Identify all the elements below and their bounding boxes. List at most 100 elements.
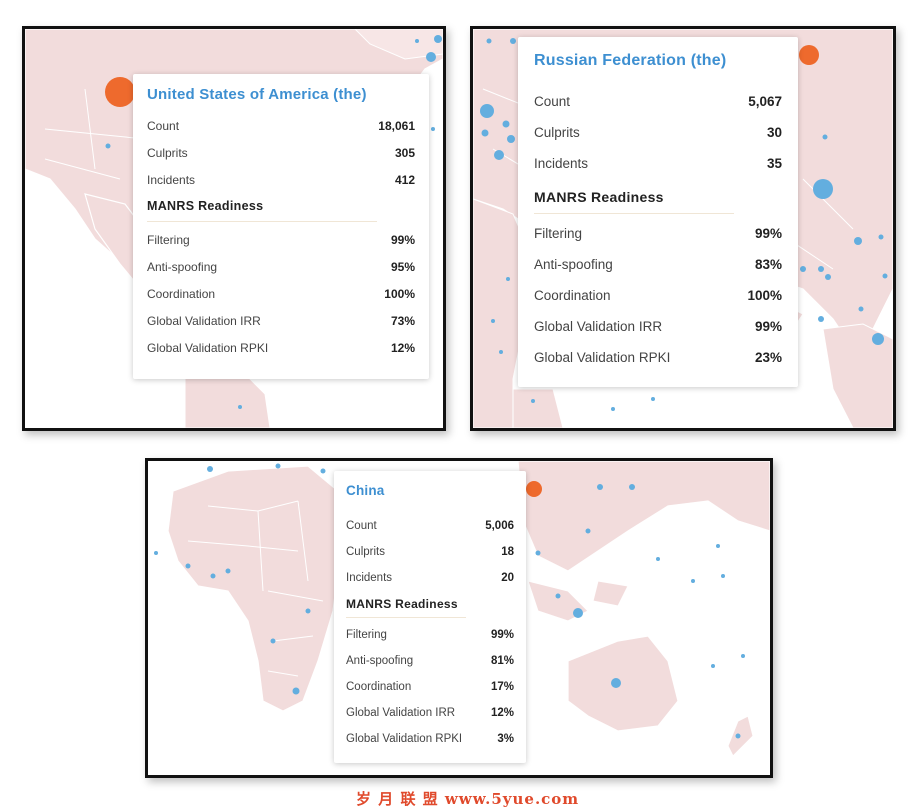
marker-point[interactable] <box>721 574 725 578</box>
marker-point[interactable] <box>531 399 535 403</box>
marker-point[interactable] <box>611 407 615 411</box>
marker-point[interactable] <box>210 573 216 579</box>
marker-point[interactable] <box>735 733 741 739</box>
marker-point[interactable] <box>320 468 326 474</box>
marker-point[interactable] <box>238 405 242 409</box>
readiness-label: Global Validation RPKI <box>147 340 269 355</box>
marker-point[interactable] <box>656 557 660 561</box>
marker-point[interactable] <box>858 306 864 312</box>
map-panel-china[interactable]: China Count 5,006 Culprits 18 Incidents … <box>145 458 773 778</box>
marker-point[interactable] <box>535 550 541 556</box>
readiness-label: Coordination <box>534 288 611 303</box>
marker-point[interactable] <box>225 568 231 574</box>
stat-value: 5,006 <box>485 520 514 532</box>
stat-label: Count <box>346 520 377 532</box>
map-markers <box>480 38 888 411</box>
country-tooltip: Russian Federation (the) Count 5,067 Cul… <box>518 37 798 387</box>
marker-point[interactable] <box>611 678 621 688</box>
marker-point[interactable] <box>651 397 655 401</box>
readiness-label: Coordination <box>147 286 216 301</box>
marker-point[interactable] <box>486 38 492 44</box>
marker-point[interactable] <box>741 654 745 658</box>
marker-point[interactable] <box>494 150 504 160</box>
tooltip-country-name: China <box>346 483 385 498</box>
country-tooltip: United States of America (the) Count 18,… <box>133 74 429 379</box>
marker-point[interactable] <box>882 273 888 279</box>
marker-point[interactable] <box>275 463 281 469</box>
marker-russia[interactable] <box>799 45 819 65</box>
marker-point[interactable] <box>207 466 213 472</box>
marker-point[interactable] <box>292 687 300 695</box>
stat-value: 30 <box>766 125 782 140</box>
readiness-heading: MANRS Readiness <box>346 597 458 611</box>
stat-row-culprits: Culprits 305 <box>147 139 415 166</box>
stat-value: 35 <box>766 156 782 171</box>
readiness-label: Global Validation RPKI <box>346 733 463 745</box>
marker-point[interactable] <box>813 179 833 199</box>
marker-point[interactable] <box>105 143 111 149</box>
stat-row-incidents: Incidents 20 <box>346 565 514 591</box>
readiness-row-rpki: Global Validation RPKI 3% <box>346 726 514 752</box>
marker-point[interactable] <box>818 316 824 322</box>
readiness-label: Global Validation RPKI <box>534 350 671 365</box>
marker-point[interactable] <box>506 277 510 281</box>
marker-point[interactable] <box>555 593 561 599</box>
marker-point[interactable] <box>716 544 720 548</box>
marker-point[interactable] <box>415 39 419 43</box>
readiness-row-filtering: Filtering 99% <box>346 622 514 648</box>
marker-point[interactable] <box>480 104 494 118</box>
readiness-row-anti-spoofing: Anti-spoofing 81% <box>346 648 514 674</box>
marker-point[interactable] <box>270 638 276 644</box>
marker-point[interactable] <box>185 563 191 569</box>
marker-point[interactable] <box>481 129 489 137</box>
marker-point[interactable] <box>629 484 635 490</box>
marker-point[interactable] <box>154 551 158 555</box>
marker-point[interactable] <box>854 237 862 245</box>
readiness-row-filtering: Filtering 99% <box>147 226 415 253</box>
marker-point[interactable] <box>426 52 436 62</box>
marker-point[interactable] <box>434 35 442 43</box>
stat-label: Count <box>147 118 180 133</box>
marker-point[interactable] <box>822 134 828 140</box>
stat-value: 18 <box>501 546 514 558</box>
stat-label: Culprits <box>346 546 385 558</box>
readiness-value: 17% <box>490 681 514 693</box>
stat-value: 5,067 <box>748 94 782 109</box>
marker-point[interactable] <box>305 608 311 614</box>
map-panel-russia[interactable]: Russian Federation (the) Count 5,067 Cul… <box>470 26 896 431</box>
map-markers <box>105 35 442 409</box>
readiness-label: Anti-spoofing <box>534 257 613 272</box>
marker-point[interactable] <box>431 127 435 131</box>
marker-point[interactable] <box>510 38 516 44</box>
marker-point[interactable] <box>800 266 806 272</box>
readiness-heading: MANRS Readiness <box>534 189 664 205</box>
marker-point[interactable] <box>878 234 884 240</box>
marker-china[interactable] <box>526 481 542 497</box>
marker-point[interactable] <box>691 579 695 583</box>
readiness-row-coordination: Coordination 100% <box>534 280 782 311</box>
section-divider <box>534 213 734 214</box>
readiness-label: Filtering <box>346 629 387 641</box>
marker-point[interactable] <box>499 350 503 354</box>
stat-label: Incidents <box>346 572 393 584</box>
marker-point[interactable] <box>825 274 831 280</box>
marker-point[interactable] <box>507 135 515 143</box>
marker-point[interactable] <box>573 608 583 618</box>
marker-point[interactable] <box>872 333 884 345</box>
marker-point[interactable] <box>818 266 824 272</box>
stat-label: Culprits <box>147 145 188 160</box>
marker-point[interactable] <box>502 120 510 128</box>
readiness-value: 81% <box>490 655 514 667</box>
readiness-value: 100% <box>384 286 415 301</box>
readiness-value: 95% <box>390 259 415 274</box>
stat-label: Incidents <box>534 156 589 171</box>
stat-row-culprits: Culprits 18 <box>346 539 514 565</box>
marker-point[interactable] <box>711 664 715 668</box>
map-panel-usa[interactable]: United States of America (the) Count 18,… <box>22 26 446 431</box>
readiness-row-irr: Global Validation IRR 73% <box>147 307 415 334</box>
marker-point[interactable] <box>491 319 495 323</box>
marker-point[interactable] <box>585 528 591 534</box>
stat-row-count: Count 5,067 <box>534 86 782 117</box>
marker-usa[interactable] <box>105 77 135 107</box>
marker-point[interactable] <box>597 484 603 490</box>
